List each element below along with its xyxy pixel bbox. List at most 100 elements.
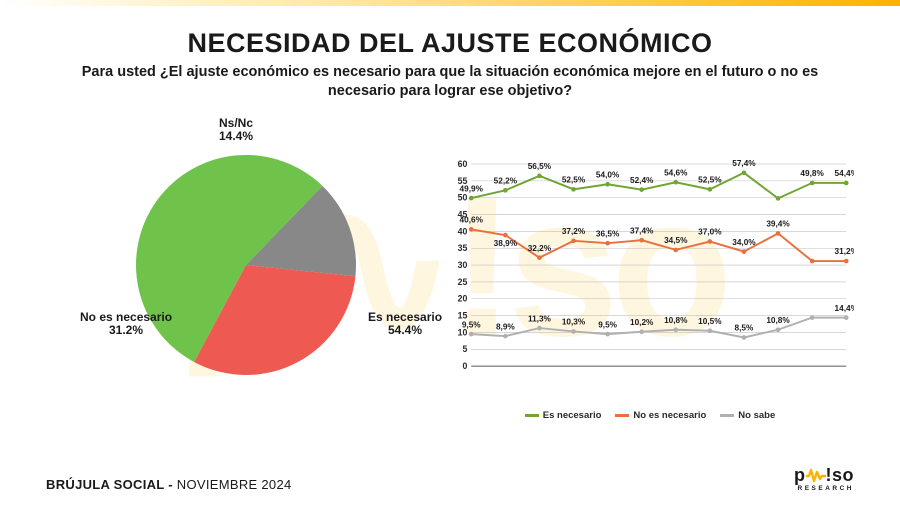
footer: BRÚJULA SOCIAL - NOVIEMBRE 2024 p !so RE…: [46, 466, 854, 493]
series-marker-no_necesario: [537, 255, 542, 260]
series-value-label: 11,3%: [528, 314, 552, 323]
legend-swatch: [615, 414, 629, 417]
legend-item: No es necesario: [615, 410, 706, 421]
svg-text:20: 20: [458, 293, 468, 303]
series-marker-es_necesario: [469, 195, 474, 200]
series-marker-es_necesario: [571, 187, 576, 192]
svg-text:35: 35: [458, 243, 468, 253]
series-value-label: 52,4%: [630, 176, 654, 185]
line-svg: 051015202530354045505560 49,9%52,2%56,5%…: [446, 133, 854, 403]
series-marker-no_sabe: [605, 331, 610, 336]
footer-source-bold: BRÚJULA SOCIAL -: [46, 477, 173, 492]
brand-tail: !so: [826, 466, 855, 484]
footer-source: BRÚJULA SOCIAL - NOVIEMBRE 2024: [46, 477, 292, 492]
pie-label-no_necesario: No es necesario31.2%: [80, 311, 172, 339]
series-value-label: 37,0%: [698, 227, 722, 236]
series-value-label: 36,5%: [596, 229, 620, 238]
series-marker-es_necesario: [776, 196, 781, 201]
series-marker-no_sabe: [469, 331, 474, 336]
series-value-label: 10,8%: [664, 316, 688, 325]
svg-text:25: 25: [458, 277, 468, 287]
series-marker-no_necesario: [844, 258, 849, 263]
brand-letter-p: p: [794, 466, 806, 484]
pie-label-nsnc: Ns/Nc14.4%: [219, 117, 253, 145]
series-marker-no_necesario: [503, 232, 508, 237]
series-marker-no_necesario: [571, 238, 576, 243]
series-marker-es_necesario: [708, 187, 713, 192]
legend-item: Es necesario: [525, 410, 602, 421]
series-marker-no_necesario: [810, 258, 815, 263]
pie-label-es_necesario: Es necesario54.4%: [368, 311, 442, 339]
footer-source-rest: NOVIEMBRE 2024: [173, 477, 292, 492]
line-legend: Es necesario No es necesario No sabe: [446, 410, 854, 421]
brand-wave-icon: [806, 467, 826, 486]
series-value-label: 9,5%: [462, 320, 481, 329]
series-marker-es_necesario: [537, 173, 542, 178]
series-value-label: 14,4%: [835, 304, 854, 313]
series-marker-es_necesario: [503, 188, 508, 193]
legend-swatch: [720, 414, 734, 417]
series-marker-es_necesario: [605, 182, 610, 187]
series-marker-es_necesario: [742, 170, 747, 175]
charts-row: Ns/Nc14.4% No es necesario31.2% Es necesar…: [0, 107, 900, 407]
series-marker-es_necesario: [639, 187, 644, 192]
series-marker-no_sabe: [537, 325, 542, 330]
series-marker-no_necesario: [469, 227, 474, 232]
header: NECESIDAD DEL AJUSTE ECONÓMICO Para uste…: [0, 28, 900, 101]
series-marker-no_necesario: [673, 247, 678, 252]
svg-text:0: 0: [463, 361, 468, 371]
series-value-label: 31,2%: [835, 247, 854, 256]
series-value-label: 49,9%: [460, 184, 484, 193]
series-value-label: 8,9%: [496, 322, 515, 331]
series-line-es_necesario: [471, 173, 846, 199]
series-value-label: 38,9%: [494, 238, 518, 247]
series-value-label: 54,4%: [835, 169, 854, 178]
series-marker-no_sabe: [639, 329, 644, 334]
series-marker-no_necesario: [776, 231, 781, 236]
series-marker-no_sabe: [742, 335, 747, 340]
series-value-label: 39,4%: [766, 219, 790, 228]
series-marker-no_necesario: [605, 241, 610, 246]
series-value-label: 52,2%: [494, 176, 518, 185]
brand-subtext: RESEARCH: [798, 486, 854, 493]
series-value-label: 10,5%: [698, 317, 722, 326]
series-marker-no_sabe: [673, 327, 678, 332]
series-value-label: 9,5%: [598, 320, 617, 329]
series-value-label: 40,6%: [460, 215, 484, 224]
legend-label: No sabe: [738, 410, 775, 421]
series-marker-no_sabe: [571, 329, 576, 334]
brand-logo: p !so RESEARCH: [794, 466, 854, 493]
series-marker-no_sabe: [776, 327, 781, 332]
series-marker-no_necesario: [708, 239, 713, 244]
series-marker-no_sabe: [844, 315, 849, 320]
page-title: NECESIDAD DEL AJUSTE ECONÓMICO: [0, 28, 900, 59]
series-value-label: 10,8%: [766, 316, 790, 325]
legend-label: No es necesario: [633, 410, 706, 421]
series-marker-no_necesario: [742, 249, 747, 254]
series-value-label: 52,5%: [562, 175, 586, 184]
series-value-label: 10,3%: [562, 317, 586, 326]
series-marker-no_necesario: [639, 238, 644, 243]
svg-text:40: 40: [458, 226, 468, 236]
series-marker-es_necesario: [844, 180, 849, 185]
svg-text:15: 15: [458, 310, 468, 320]
series-value-label: 8,5%: [735, 323, 754, 332]
legend-label: Es necesario: [543, 410, 602, 421]
series-value-label: 52,5%: [698, 175, 722, 184]
series-value-label: 57,4%: [732, 159, 756, 168]
series-value-label: 37,4%: [630, 226, 654, 235]
pie-svg: [46, 107, 446, 407]
svg-text:60: 60: [458, 159, 468, 169]
series-marker-es_necesario: [810, 180, 815, 185]
series-value-label: 10,2%: [630, 318, 654, 327]
series-marker-no_sabe: [708, 328, 713, 333]
legend-swatch: [525, 414, 539, 417]
svg-text:50: 50: [458, 192, 468, 202]
series-value-label: 32,2%: [528, 244, 552, 253]
series-value-label: 34,0%: [732, 238, 756, 247]
legend-item: No sabe: [720, 410, 775, 421]
series-value-label: 49,8%: [800, 169, 824, 178]
series-value-label: 54,6%: [664, 168, 688, 177]
series-marker-es_necesario: [673, 180, 678, 185]
line-chart: 051015202530354045505560 49,9%52,2%56,5%…: [446, 133, 854, 403]
